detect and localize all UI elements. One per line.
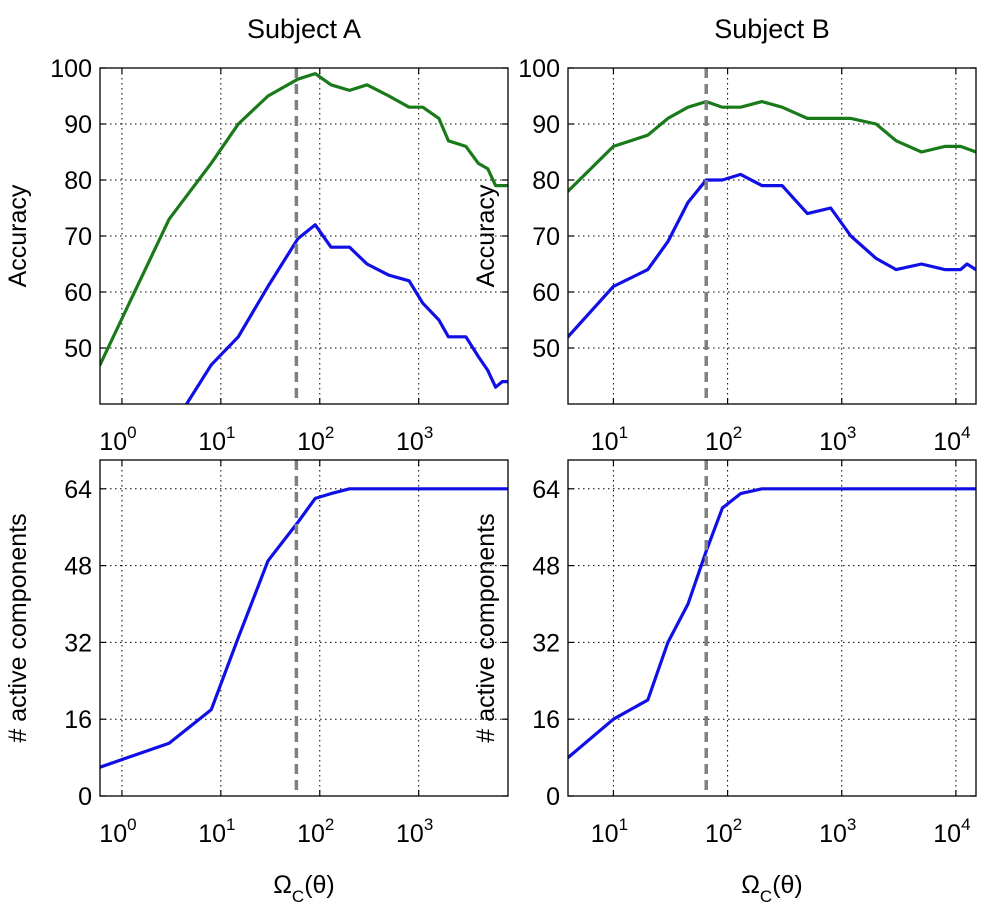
series-line-blue	[100, 487, 508, 769]
x-tick-exponent: 3	[424, 423, 433, 442]
x-tick-label: 101	[591, 815, 628, 848]
panel-title: Subject A	[247, 14, 361, 44]
x-tick-exponent: 1	[619, 815, 628, 834]
x-tick-exponent: 2	[325, 423, 334, 442]
x-axis-label: ΩC(θ)	[273, 871, 335, 906]
series-line-green	[568, 99, 976, 193]
x-tick-exponent: 2	[325, 815, 334, 834]
x-tick-label: 103	[819, 423, 856, 456]
plot-frame	[99, 67, 509, 405]
x-tick-label: 102	[297, 423, 334, 456]
series-line-blue	[568, 487, 976, 760]
panel-B-accuracy: 101 102 103 104 50 60 70 80 90 100 Subject B Accura…	[472, 14, 977, 456]
x-tick-exponent: 4	[961, 423, 970, 442]
x-tick-label: 103	[819, 815, 856, 848]
x-tick-label: 104	[933, 423, 970, 456]
x-tick-exponent: 1	[226, 815, 235, 834]
y-tick-label: 64	[64, 476, 92, 504]
y-axis-label: # active components	[472, 513, 500, 742]
panel-title: Subject B	[714, 14, 830, 44]
series-line-green	[100, 71, 508, 367]
y-axis-label: Accuracy	[472, 184, 500, 287]
x-tick-label: 101	[198, 423, 235, 456]
y-axis-label: # active components	[4, 513, 32, 742]
x-tick-label: 100	[99, 815, 136, 848]
y-tick-label: 0	[78, 783, 92, 811]
plot-frame	[99, 459, 509, 797]
plot-frame	[567, 67, 977, 405]
y-tick-label: 0	[546, 783, 560, 811]
y-tick-label: 90	[532, 111, 560, 139]
y-tick-label: 50	[64, 335, 92, 363]
x-tick-exponent: 2	[733, 815, 742, 834]
y-tick-label: 32	[532, 629, 560, 657]
x-tick-exponent: 0	[127, 423, 136, 442]
x-tick-label: 103	[396, 423, 433, 456]
y-tick-label: 70	[64, 223, 92, 251]
x-tick-label: 102	[297, 815, 334, 848]
x-tick-label: 103	[396, 815, 433, 848]
y-tick-label: 50	[532, 335, 560, 363]
y-tick-label: 60	[64, 279, 92, 307]
y-tick-label: 60	[532, 279, 560, 307]
x-tick-exponent: 1	[619, 423, 628, 442]
series-line-blue	[568, 172, 976, 339]
x-tick-label: 101	[198, 815, 235, 848]
y-tick-label: 80	[532, 167, 560, 195]
x-tick-label: 102	[705, 423, 742, 456]
x-axis-label: ΩC(θ)	[741, 871, 803, 906]
y-tick-label: 32	[64, 629, 92, 657]
x-tick-label: 100	[99, 423, 136, 456]
y-axis-label: Accuracy	[4, 184, 32, 287]
plot-frame	[567, 459, 977, 797]
x-tick-exponent: 3	[424, 815, 433, 834]
series-line-blue	[185, 223, 508, 404]
y-tick-label: 48	[532, 553, 560, 581]
x-tick-exponent: 3	[847, 423, 856, 442]
x-tick-exponent: 1	[226, 423, 235, 442]
y-tick-label: 100	[518, 55, 560, 83]
x-tick-label: 101	[591, 423, 628, 456]
y-tick-label: 70	[532, 223, 560, 251]
x-tick-label: 102	[705, 815, 742, 848]
x-tick-exponent: 0	[127, 815, 136, 834]
x-tick-exponent: 3	[847, 815, 856, 834]
x-tick-exponent: 4	[961, 815, 970, 834]
x-tick-label: 104	[933, 815, 970, 848]
y-tick-label: 80	[64, 167, 92, 195]
y-tick-label: 16	[532, 706, 560, 734]
y-tick-label: 16	[64, 706, 92, 734]
y-tick-label: 48	[64, 553, 92, 581]
y-tick-label: 90	[64, 111, 92, 139]
x-tick-exponent: 2	[733, 423, 742, 442]
y-tick-label: 64	[532, 476, 560, 504]
y-tick-label: 100	[50, 55, 92, 83]
